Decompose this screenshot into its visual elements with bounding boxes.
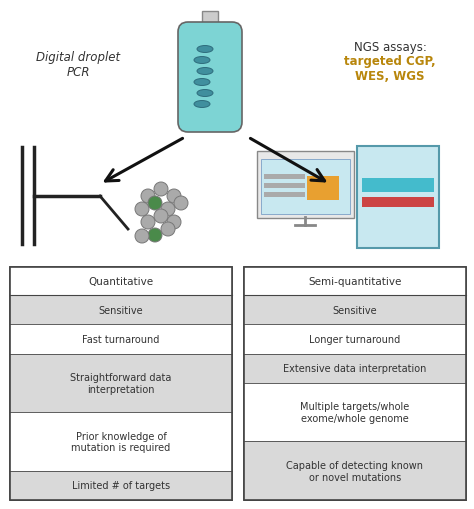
Ellipse shape	[194, 79, 210, 87]
Bar	[362, 179, 434, 192]
Bar	[244, 267, 466, 500]
Bar	[244, 325, 466, 354]
Ellipse shape	[197, 68, 213, 75]
Ellipse shape	[197, 90, 213, 97]
Bar	[202, 12, 218, 28]
Circle shape	[141, 216, 155, 230]
Text: Digital droplet: Digital droplet	[36, 51, 120, 64]
Text: WES, WGS: WES, WGS	[355, 69, 425, 82]
FancyBboxPatch shape	[178, 23, 242, 133]
Bar	[244, 267, 466, 295]
Bar	[264, 183, 306, 188]
Bar	[10, 267, 232, 500]
Bar	[244, 383, 466, 441]
Bar	[244, 354, 466, 383]
Bar	[362, 197, 434, 208]
Circle shape	[161, 222, 175, 237]
Text: Straightforward data
interpretation: Straightforward data interpretation	[70, 372, 172, 394]
Circle shape	[148, 196, 162, 211]
Circle shape	[161, 203, 175, 216]
Text: Sensitive: Sensitive	[99, 305, 143, 315]
Text: Fast turnaround: Fast turnaround	[82, 334, 160, 344]
Bar	[244, 441, 466, 500]
Text: Prior knowledge of
mutation is required: Prior knowledge of mutation is required	[72, 431, 171, 453]
Text: Quantitative: Quantitative	[89, 276, 154, 287]
Ellipse shape	[197, 46, 213, 53]
Text: Limited # of targets: Limited # of targets	[72, 480, 170, 490]
Circle shape	[154, 210, 168, 223]
Circle shape	[135, 203, 149, 216]
Text: NGS assays:: NGS assays:	[354, 41, 427, 54]
Text: PCR: PCR	[66, 65, 90, 78]
Bar	[10, 295, 232, 325]
Text: Capable of detecting known
or novel mutations: Capable of detecting known or novel muta…	[286, 460, 423, 482]
Ellipse shape	[194, 58, 210, 64]
Ellipse shape	[194, 101, 210, 108]
Text: Semi-quantitative: Semi-quantitative	[308, 276, 401, 287]
FancyBboxPatch shape	[357, 147, 439, 248]
Circle shape	[154, 183, 168, 196]
FancyBboxPatch shape	[261, 160, 350, 215]
Text: targeted CGP,: targeted CGP,	[344, 55, 436, 68]
Text: Longer turnaround: Longer turnaround	[310, 334, 401, 344]
Text: Extensive data interpretation: Extensive data interpretation	[283, 363, 427, 374]
Bar	[244, 295, 466, 325]
Bar	[10, 471, 232, 500]
Bar	[264, 192, 306, 197]
Bar	[10, 354, 232, 412]
Bar	[10, 412, 232, 471]
Bar	[264, 174, 306, 179]
Circle shape	[174, 196, 188, 211]
Bar	[10, 267, 232, 295]
Circle shape	[141, 190, 155, 204]
Circle shape	[135, 230, 149, 243]
Text: Sensitive: Sensitive	[333, 305, 377, 315]
Circle shape	[167, 216, 181, 230]
Text: Multiple targets/whole
exome/whole genome: Multiple targets/whole exome/whole genom…	[301, 402, 410, 423]
Bar	[10, 325, 232, 354]
Circle shape	[167, 190, 181, 204]
Bar	[244, 267, 466, 500]
Bar	[10, 267, 232, 500]
FancyBboxPatch shape	[257, 152, 354, 218]
Bar	[307, 177, 339, 201]
Circle shape	[148, 229, 162, 242]
